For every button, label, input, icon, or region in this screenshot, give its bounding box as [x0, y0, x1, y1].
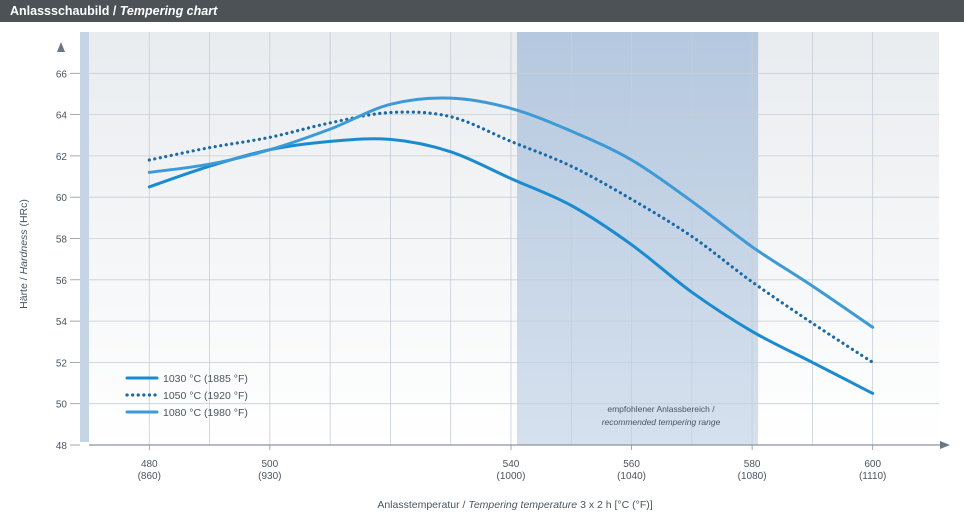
- chart-title-separator: /: [109, 4, 120, 18]
- chart-title-en: Tempering chart: [119, 4, 218, 18]
- y-tick-label: 66: [56, 69, 68, 80]
- x-tick-label: 560: [623, 459, 640, 470]
- y-axis-label: Härte / Hardness (HRc): [18, 199, 30, 309]
- x-tick-label-fahrenheit: (860): [138, 471, 161, 482]
- recommended-range-label-de: empfohlener Anlassbereich /: [607, 404, 715, 414]
- x-tick-label-fahrenheit: (1080): [738, 471, 767, 482]
- y-tick-label: 64: [56, 111, 68, 122]
- legend: 1030 °C (1885 °F) 1050 °C (1920 °F) 1080 °…: [125, 373, 248, 419]
- x-tick-label-fahrenheit: (930): [258, 471, 281, 482]
- x-axis-label-en: Tempering temperature: [468, 499, 577, 511]
- x-axis-label-unit: 3 x 2 h [°C (°F)]: [577, 499, 653, 511]
- legend-label: 1050 °C (1920 °F): [163, 390, 248, 402]
- y-axis-label-unit: (HRc): [18, 199, 30, 229]
- y-tick-label: 52: [56, 358, 68, 369]
- x-axis-label-separator: /: [460, 499, 469, 511]
- x-tick-label: 480: [141, 459, 158, 470]
- x-tick-label-fahrenheit: (1110): [859, 471, 886, 482]
- y-axis-label-separator: /: [18, 274, 30, 283]
- x-tick-label-fahrenheit: (1000): [497, 471, 526, 482]
- x-tick-labels: 480(860) 500(930) 540(1000) 560(1040) 580(10…: [138, 445, 886, 482]
- chart-title-de: Anlassschaubild: [10, 4, 110, 18]
- y-tick-label: 54: [56, 317, 68, 328]
- y-axis-arrow-icon: [57, 42, 65, 52]
- y-tick-label: 62: [56, 152, 68, 163]
- y-tick-label: 48: [56, 441, 68, 452]
- x-tick-label: 600: [864, 459, 881, 470]
- y-axis-band: [80, 32, 89, 442]
- series-lines: [147, 96, 875, 395]
- y-axis-label-de: Härte: [18, 283, 30, 309]
- x-axis-label: Anlasstemperatur / Tempering temperature…: [377, 499, 652, 511]
- y-tick-labels: 48 50 52 54 56 58 60 62 64 66: [56, 69, 80, 452]
- grid: [89, 32, 939, 445]
- y-tick-label: 58: [56, 235, 68, 246]
- series-1080-line: [147, 96, 875, 329]
- x-tick-label: 540: [503, 459, 520, 470]
- y-tick-label: 50: [56, 400, 68, 411]
- x-tick-label-fahrenheit: (1040): [617, 471, 646, 482]
- tempering-chart: 48 50 52 54 56 58 60 62 64 66 480(860) 500(930) 540…: [0, 22, 964, 517]
- chart-title: Anlassschaubild / Tempering chart: [10, 0, 217, 22]
- x-axis-label-de: Anlasstemperatur: [377, 499, 460, 511]
- series-1050-line: [147, 110, 875, 364]
- y-tick-label: 56: [56, 276, 68, 287]
- y-tick-label: 60: [56, 193, 68, 204]
- y-axis-label-en: Hardness: [18, 229, 30, 275]
- chart-header: Anlassschaubild / Tempering chart: [0, 0, 964, 22]
- legend-label: 1080 °C (1980 °F): [163, 407, 248, 419]
- x-tick-label: 500: [262, 459, 279, 470]
- x-tick-label: 580: [744, 459, 761, 470]
- legend-label: 1030 °C (1885 °F): [163, 373, 248, 385]
- recommended-range-label-en: recommended tempering range: [602, 417, 721, 427]
- x-axis-arrow-icon: [940, 441, 950, 449]
